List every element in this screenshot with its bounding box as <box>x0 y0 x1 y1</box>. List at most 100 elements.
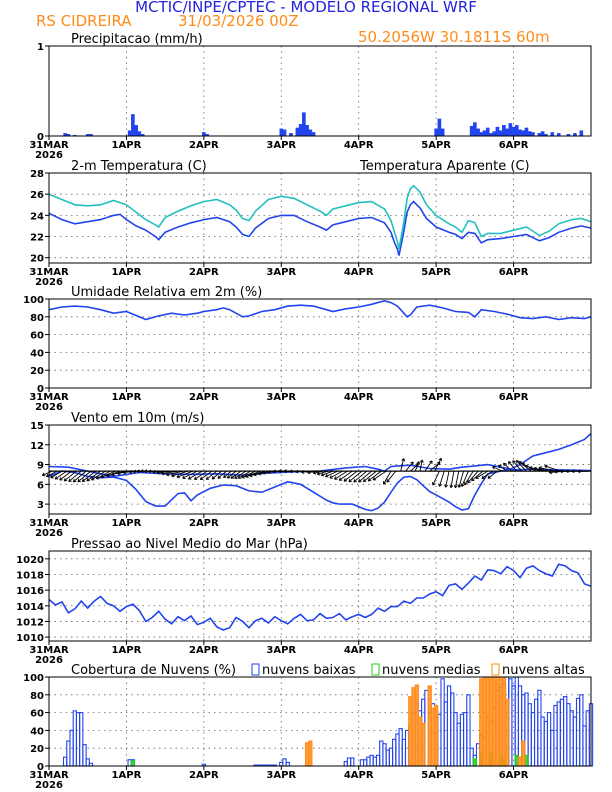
wind-arrowhead <box>81 478 86 482</box>
bar-precipitacao <box>485 127 490 137</box>
wind-arrow <box>414 461 420 472</box>
wind-arrow <box>91 470 106 481</box>
bar-precipitacao <box>479 132 484 137</box>
wind-arrowhead <box>338 477 343 481</box>
panel-title: 2-m Temperatura (C) <box>71 159 207 174</box>
y-tick-label: 0 <box>37 384 44 395</box>
y-tick-label: 0 <box>37 132 44 143</box>
bar-nuvens-altas <box>504 698 510 767</box>
wind-arrow <box>182 470 198 479</box>
wind-arrow <box>424 460 433 472</box>
x-tick-label: 3APR <box>266 392 296 403</box>
wind-arrowhead <box>512 460 516 464</box>
x-tick-label: 31MAR <box>29 267 69 278</box>
bar-precipitacao <box>202 132 206 137</box>
bar-precipitacao <box>127 130 132 137</box>
wind-arrow <box>227 470 237 479</box>
y-tick-label: 1020 <box>16 555 44 566</box>
wind-arrow <box>405 461 414 472</box>
x-tick-label: 31MAR <box>29 518 69 529</box>
wind-arrowhead <box>367 477 372 482</box>
wind-arrowhead <box>86 477 90 482</box>
x-tick-year: 2026 <box>35 655 63 666</box>
wind-arrow <box>82 470 97 482</box>
y-tick-label: 3 <box>37 500 44 511</box>
y-tick-label: 0 <box>37 762 44 773</box>
wind-arrowhead <box>176 474 180 479</box>
x-tick-label: 5APR <box>421 392 451 403</box>
wind-arrowhead <box>193 476 198 480</box>
panel-frame <box>48 424 592 515</box>
wind-arrow <box>529 467 546 472</box>
x-tick-label: 1APR <box>112 645 142 656</box>
panel-title: Cobertura de Nuvens (%) <box>71 663 236 678</box>
bar-nuvens-altas <box>421 722 426 767</box>
wind-arrow <box>358 470 372 483</box>
wind-arrowhead <box>438 483 442 487</box>
bar-nuvens-baixas <box>350 757 355 767</box>
wind-arrowhead <box>529 466 533 470</box>
x-tick-label: 31MAR <box>29 392 69 403</box>
wind-arrowhead <box>320 472 325 477</box>
wind-arrow <box>400 458 405 472</box>
wind-arrowhead <box>257 471 262 476</box>
bar-precipitacao <box>527 131 532 137</box>
wind-arrowhead <box>475 475 479 479</box>
wind-arrowhead <box>538 466 542 470</box>
wind-arrow <box>353 470 368 483</box>
bar-precipitacao <box>514 124 519 137</box>
header-title: MCTIC/INPE/CPTEC - MODELO REGIONAL WRF <box>135 0 477 16</box>
series-line-4 <box>48 563 592 631</box>
bar-precipitacao <box>550 132 555 137</box>
bar-nuvens-altas <box>521 740 526 767</box>
wind-arrowhead <box>382 481 387 485</box>
wind-arrow <box>334 470 348 480</box>
bar-precipitacao <box>511 126 516 137</box>
y-tick-label: 20 <box>30 254 44 265</box>
wind-arrow <box>329 470 343 479</box>
wind-arrow <box>325 470 338 478</box>
wind-arrow <box>63 470 77 482</box>
bar-precipitacao <box>305 124 309 137</box>
x-tick-label: 3APR <box>266 518 296 529</box>
wind-arrowhead <box>63 477 68 482</box>
x-tick-label: 6APR <box>499 770 529 781</box>
y-tick-label: 80 <box>30 313 44 324</box>
wind-arrow <box>515 460 527 472</box>
bar-precipitacao <box>531 132 535 137</box>
wind-arrow <box>338 470 353 481</box>
legend-label: nuvens medias <box>382 663 481 678</box>
x-tick-label: 6APR <box>499 518 529 529</box>
x-tick-year: 2026 <box>35 150 63 161</box>
wind-arrowhead <box>211 476 216 480</box>
wind-arrowhead <box>217 475 221 479</box>
bar-precipitacao <box>308 129 313 137</box>
x-tick-label: 2APR <box>189 140 219 151</box>
panel-title: Vento em 10m (m/s) <box>71 411 204 426</box>
wind-arrow <box>77 470 92 483</box>
wind-arrowhead <box>521 462 526 467</box>
wind-arrow <box>464 470 474 486</box>
wind-arrow <box>372 470 387 481</box>
wind-arrowhead <box>353 479 357 483</box>
x-tick-label: 6APR <box>499 267 529 278</box>
x-tick-label: 31MAR <box>29 645 69 656</box>
wind-arrow <box>230 470 242 479</box>
wind-arrow <box>383 470 392 485</box>
wind-arrowhead <box>498 464 502 469</box>
wind-arrowhead <box>50 474 54 479</box>
wind-arrowhead <box>487 475 492 479</box>
wind-arrowhead <box>241 474 245 479</box>
x-tick-label: 5APR <box>421 645 451 656</box>
x-tick-label: 1APR <box>112 518 142 529</box>
wind-arrowhead <box>230 475 235 479</box>
y-tick-label: 40 <box>30 726 44 737</box>
bar-precipitacao <box>282 129 287 137</box>
header-location: RS CIDREIRA <box>36 12 132 30</box>
wind-arrowhead <box>460 483 465 487</box>
wind-arrowhead <box>234 475 238 479</box>
